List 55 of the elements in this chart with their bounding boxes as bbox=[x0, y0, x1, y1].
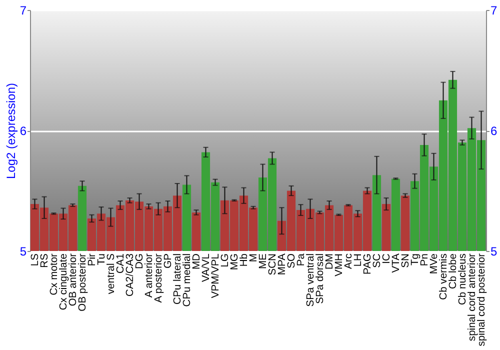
x-tick-label: Cb nucleus bbox=[457, 254, 468, 306]
x-tick-label: SC bbox=[372, 252, 383, 268]
y-tick-label: 7 bbox=[20, 4, 27, 18]
x-tick-label: MD bbox=[191, 254, 202, 270]
y-axis-title: Log2 (expression) bbox=[4, 82, 18, 180]
x-tick-label: MPA bbox=[276, 253, 288, 276]
x-tick-label: DG bbox=[134, 254, 146, 269]
x-tick-label: Cb vermis bbox=[438, 254, 450, 300]
x-tick-label: LS bbox=[30, 253, 41, 266]
x-tick-label: VA/VL bbox=[200, 253, 212, 282]
x-tick-label: SCN bbox=[267, 254, 278, 276]
x-tick-label: MVe bbox=[428, 253, 440, 274]
x-tick-label: SN bbox=[400, 254, 412, 268]
x-tick-label: A anterior bbox=[144, 252, 155, 298]
x-tick-label: spinal cord anterior bbox=[466, 252, 478, 342]
x-tick-label: SPa dorsal bbox=[314, 254, 326, 304]
x-tick-label: VPM/VPL bbox=[210, 253, 222, 298]
x-tick-label: Tg bbox=[410, 253, 421, 266]
x-tick-label: VMH bbox=[334, 254, 345, 276]
x-tick-label: M bbox=[248, 254, 260, 262]
y-tick-label: 5 bbox=[20, 244, 27, 258]
x-tick-label: OB anterior bbox=[68, 252, 79, 306]
x-tick-label: OB posterior bbox=[77, 252, 88, 312]
x-tick-label: GP bbox=[162, 253, 174, 268]
x-tick-label: PAG bbox=[362, 254, 374, 274]
x-tick-label: Hb bbox=[238, 253, 250, 267]
x-tick-label: Pn bbox=[419, 253, 430, 266]
x-tick-label: spinal cord posterior bbox=[476, 252, 488, 346]
x-tick-label: SPa ventral bbox=[305, 254, 316, 307]
y2-tick-label: 7 bbox=[490, 4, 498, 18]
x-tick-label: Arc bbox=[343, 254, 354, 269]
x-tick-label: ventral S bbox=[106, 253, 117, 294]
x-tick-label: CA1 bbox=[115, 253, 126, 274]
x-tick-label: Cb lobe bbox=[448, 253, 459, 289]
x-tick-label: A posterior bbox=[153, 252, 164, 303]
x-tick-label: LG bbox=[220, 254, 231, 268]
x-tick-label: Tu bbox=[96, 253, 108, 266]
x-tick-label: CPu medial bbox=[182, 254, 193, 307]
y2-tick-label: 5 bbox=[490, 244, 498, 258]
x-tick-label: CA2/CA3 bbox=[124, 253, 136, 296]
x-tick-label: DM bbox=[324, 254, 336, 270]
x-tick-label: LH bbox=[352, 254, 364, 267]
x-tick-label: RS bbox=[39, 253, 50, 268]
x-tick-label: VTA bbox=[390, 253, 402, 273]
x-tick-label: Pir bbox=[86, 252, 98, 266]
x-tick-label: Pa bbox=[296, 253, 307, 266]
x-tick-label: ME bbox=[258, 253, 269, 269]
x-tick-label: IC bbox=[381, 252, 392, 264]
x-tick-label: Cx cingulate bbox=[58, 253, 70, 310]
x-tick-label: MG bbox=[229, 254, 240, 270]
y2-tick-label: 6 bbox=[490, 124, 498, 138]
x-tick-label: CPu lateral bbox=[172, 254, 184, 304]
x-tick-label: SO bbox=[286, 254, 298, 268]
y-tick-label: 6 bbox=[20, 124, 27, 138]
x-tick-label: Cx motor bbox=[48, 252, 60, 296]
